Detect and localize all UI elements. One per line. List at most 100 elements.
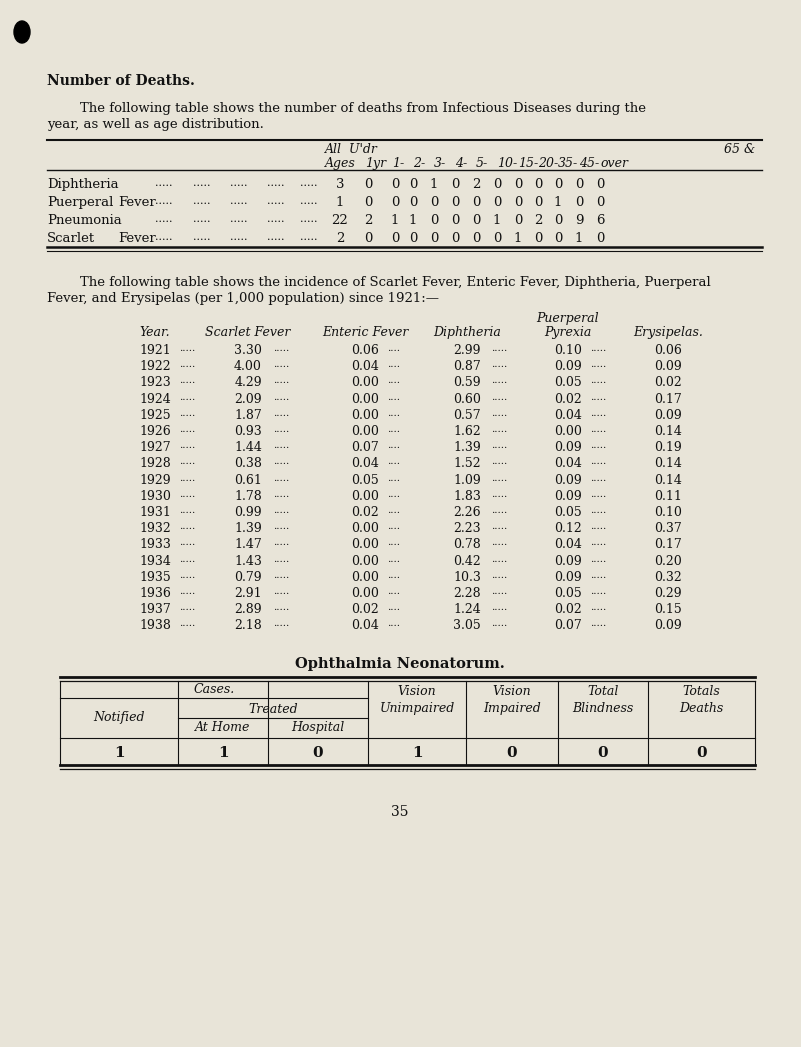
Text: .....: ..... — [179, 587, 195, 596]
Text: .....: ..... — [179, 473, 195, 483]
Text: 0: 0 — [451, 214, 459, 227]
Text: 0: 0 — [409, 232, 417, 245]
Text: .....: ..... — [590, 360, 606, 370]
Text: 35-: 35- — [558, 157, 578, 170]
Text: 20-: 20- — [538, 157, 558, 170]
Text: 10.3: 10.3 — [453, 571, 481, 584]
Text: 4.00: 4.00 — [234, 360, 262, 373]
Text: 0.04: 0.04 — [554, 458, 582, 470]
Text: 0: 0 — [553, 214, 562, 227]
Text: .....: ..... — [179, 603, 195, 612]
Text: 1: 1 — [493, 214, 501, 227]
Text: .....: ..... — [273, 473, 289, 483]
Text: 1925: 1925 — [139, 408, 171, 422]
Text: 0.93: 0.93 — [234, 425, 262, 438]
Text: .....: ..... — [491, 458, 507, 466]
Text: 0.00: 0.00 — [351, 377, 379, 389]
Text: 1.24: 1.24 — [453, 603, 481, 617]
Text: Fever, and Erysipelas (per 1,000 population) since 1921:—: Fever, and Erysipelas (per 1,000 populat… — [47, 292, 439, 305]
Text: 1.83: 1.83 — [453, 490, 481, 503]
Text: .....: ..... — [193, 196, 211, 206]
Text: 0: 0 — [451, 196, 459, 209]
Text: 0: 0 — [533, 196, 542, 209]
Text: .....: ..... — [491, 360, 507, 370]
Text: 1924: 1924 — [139, 393, 171, 405]
Text: .....: ..... — [491, 425, 507, 435]
Text: 1935: 1935 — [139, 571, 171, 584]
Text: 0.04: 0.04 — [554, 538, 582, 552]
Text: ....: .... — [387, 393, 400, 402]
Text: 0.02: 0.02 — [351, 506, 379, 519]
Text: .....: ..... — [273, 408, 289, 418]
Text: .....: ..... — [491, 506, 507, 515]
Text: .....: ..... — [179, 620, 195, 628]
Text: .....: ..... — [155, 232, 172, 242]
Text: 0: 0 — [598, 747, 608, 760]
Text: 0.05: 0.05 — [554, 587, 582, 600]
Text: .....: ..... — [273, 587, 289, 596]
Text: 1.47: 1.47 — [234, 538, 262, 552]
Text: .....: ..... — [267, 214, 284, 224]
Text: 0.05: 0.05 — [554, 506, 582, 519]
Text: 0.14: 0.14 — [654, 473, 682, 487]
Text: .....: ..... — [491, 490, 507, 498]
Text: ....: .... — [387, 571, 400, 580]
Text: 1: 1 — [575, 232, 583, 245]
Text: The following table shows the incidence of Scarlet Fever, Enteric Fever, Diphthe: The following table shows the incidence … — [80, 276, 710, 289]
Text: 0.11: 0.11 — [654, 490, 682, 503]
Text: .....: ..... — [590, 441, 606, 450]
Text: .....: ..... — [179, 344, 195, 353]
Text: 1yr: 1yr — [365, 157, 386, 170]
Text: .....: ..... — [179, 490, 195, 498]
Text: 0.79: 0.79 — [234, 571, 262, 584]
Text: 0: 0 — [507, 747, 517, 760]
Text: ....: .... — [387, 360, 400, 370]
Text: Diphtheria: Diphtheria — [433, 326, 501, 339]
Text: 0.17: 0.17 — [654, 393, 682, 405]
Text: 0: 0 — [391, 196, 399, 209]
Text: 0.05: 0.05 — [351, 473, 379, 487]
Text: 0.09: 0.09 — [654, 620, 682, 632]
Text: .....: ..... — [590, 490, 606, 498]
Text: 1928: 1928 — [139, 458, 171, 470]
Text: 1938: 1938 — [139, 620, 171, 632]
Text: 0: 0 — [391, 232, 399, 245]
Text: ....: .... — [387, 620, 400, 628]
Text: .....: ..... — [230, 178, 248, 188]
Text: .....: ..... — [590, 377, 606, 385]
Text: 0.00: 0.00 — [351, 490, 379, 503]
Text: .....: ..... — [491, 620, 507, 628]
Text: 1926: 1926 — [139, 425, 171, 438]
Text: .....: ..... — [273, 522, 289, 531]
Text: 0.09: 0.09 — [554, 441, 582, 454]
Text: 0.06: 0.06 — [654, 344, 682, 357]
Text: 1930: 1930 — [139, 490, 171, 503]
Text: 0.60: 0.60 — [453, 393, 481, 405]
Text: 1931: 1931 — [139, 506, 171, 519]
Text: 0.00: 0.00 — [351, 555, 379, 567]
Text: .....: ..... — [273, 620, 289, 628]
Text: 2.28: 2.28 — [453, 587, 481, 600]
Text: 6: 6 — [596, 214, 604, 227]
Text: 0: 0 — [472, 214, 480, 227]
Text: 0: 0 — [364, 232, 372, 245]
Text: .....: ..... — [273, 555, 289, 563]
Text: .....: ..... — [179, 458, 195, 466]
Text: 0: 0 — [493, 196, 501, 209]
Text: 0: 0 — [596, 196, 604, 209]
Text: .....: ..... — [491, 571, 507, 580]
Text: 2.26: 2.26 — [453, 506, 481, 519]
Text: 0: 0 — [533, 178, 542, 191]
Text: 0.59: 0.59 — [453, 377, 481, 389]
Text: 9: 9 — [575, 214, 583, 227]
Text: .....: ..... — [491, 393, 507, 402]
Text: 0.10: 0.10 — [654, 506, 682, 519]
Text: Cases.: Cases. — [193, 684, 235, 696]
Text: 2: 2 — [364, 214, 372, 227]
Text: 0.09: 0.09 — [554, 490, 582, 503]
Text: 0.07: 0.07 — [554, 620, 582, 632]
Text: 0: 0 — [430, 214, 438, 227]
Text: 0.12: 0.12 — [554, 522, 582, 535]
Text: 2: 2 — [533, 214, 542, 227]
Text: Scarlet Fever: Scarlet Fever — [205, 326, 291, 339]
